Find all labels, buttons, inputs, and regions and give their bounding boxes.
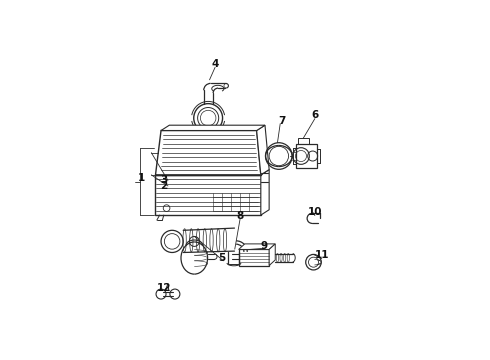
- Text: 6: 6: [311, 110, 318, 120]
- Text: 10: 10: [308, 207, 322, 217]
- Polygon shape: [269, 244, 275, 266]
- Polygon shape: [239, 244, 275, 249]
- Polygon shape: [257, 125, 269, 175]
- Bar: [239, 249, 269, 266]
- Polygon shape: [155, 131, 261, 175]
- Text: 5: 5: [219, 253, 225, 263]
- Polygon shape: [155, 170, 269, 175]
- Text: 12: 12: [157, 283, 171, 293]
- Text: 9: 9: [260, 240, 267, 251]
- Text: 4: 4: [211, 59, 219, 69]
- Text: 11: 11: [315, 250, 329, 260]
- Bar: [296, 144, 317, 168]
- Polygon shape: [161, 125, 265, 131]
- Text: 7: 7: [278, 116, 285, 126]
- Text: 1: 1: [138, 173, 145, 183]
- Text: 8: 8: [236, 211, 244, 221]
- Polygon shape: [261, 170, 269, 215]
- Text: 3: 3: [160, 175, 168, 185]
- Text: 2: 2: [160, 181, 168, 191]
- Bar: [298, 138, 309, 144]
- Bar: [155, 175, 261, 215]
